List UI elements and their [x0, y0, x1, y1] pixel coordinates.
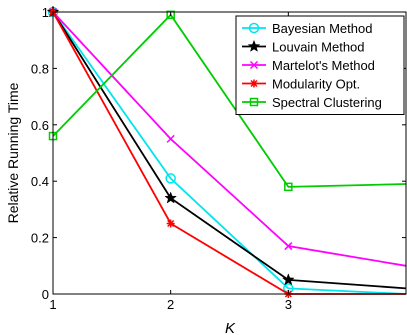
axis-layer: 0 0.2 0.4 0.6 0.8 1 1 2 3 — [31, 5, 407, 312]
legend-marker — [248, 22, 260, 34]
axes-frame — [52, 11, 407, 295]
data-point — [166, 134, 175, 143]
legend-entry: Martelot's Method — [242, 58, 375, 73]
legend-marker — [249, 60, 259, 70]
x-tick-label: 1 — [49, 297, 56, 312]
data-point — [164, 191, 178, 204]
x-tick-label: 3 — [285, 297, 292, 312]
legend-entry: Bayesian Method — [242, 21, 372, 36]
data-point — [284, 182, 293, 192]
y-tick-label: 0.8 — [31, 61, 49, 76]
y-tick-label: 0.6 — [31, 118, 49, 133]
legend-entry: Louvain Method — [242, 40, 365, 55]
x-axis-label: K — [225, 320, 236, 335]
series-line — [52, 11, 407, 290]
y-tick-label: 1 — [42, 5, 49, 20]
legend: Bayesian Method Louvain Method Martelot's … — [235, 15, 405, 115]
data-point — [281, 273, 295, 286]
legend-marker — [250, 79, 258, 88]
legend-label: Martelot's Method — [272, 58, 375, 73]
series-layer — [46, 5, 407, 298]
y-tick-label: 0.2 — [31, 231, 49, 246]
legend-marker — [249, 97, 259, 107]
legend-label: Louvain Method — [272, 40, 365, 55]
x-tick-label: 2 — [167, 297, 174, 312]
legend-marker — [247, 39, 261, 52]
legend-entry: Spectral Clustering — [242, 95, 382, 110]
legend-label: Spectral Clustering — [272, 95, 382, 110]
y-tick-label: 0 — [42, 287, 49, 302]
data-point — [165, 173, 176, 184]
data-point — [166, 219, 175, 228]
y-axis-label: Relative Running Time — [5, 82, 21, 223]
data-point — [284, 242, 293, 251]
series-line — [52, 13, 407, 188]
legend-label: Bayesian Method — [272, 21, 372, 36]
series-line — [52, 11, 407, 295]
data-point — [166, 10, 175, 20]
y-tick-label: 0.4 — [31, 174, 49, 189]
legend-label: Modularity Opt. — [272, 77, 360, 92]
legend-entry: Modularity Opt. — [242, 77, 360, 92]
